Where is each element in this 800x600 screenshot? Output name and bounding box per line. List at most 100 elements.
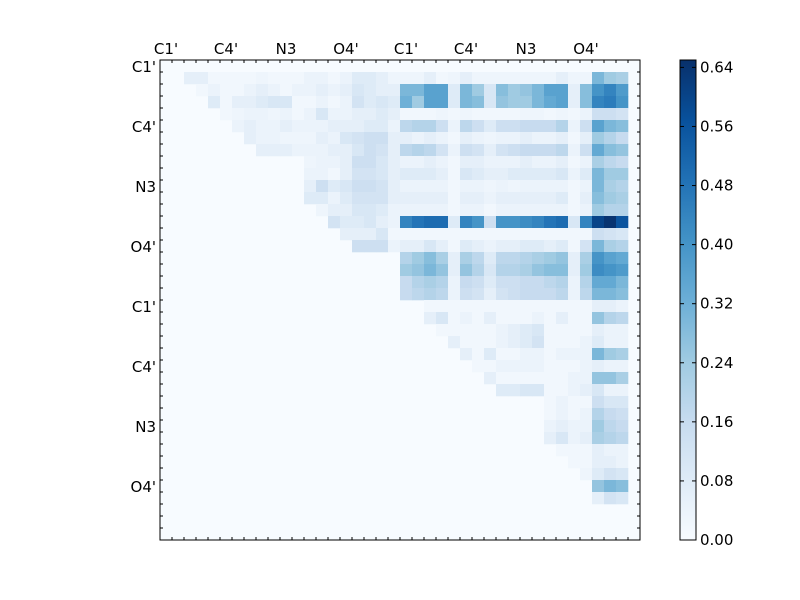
heatmap-cell xyxy=(580,300,593,313)
heatmap-cell xyxy=(544,288,557,301)
heatmap-cell xyxy=(460,120,473,133)
heatmap-cell xyxy=(412,72,425,85)
heatmap-cell xyxy=(412,156,425,169)
x-tick-label: N3 xyxy=(276,40,297,58)
heatmap-cell xyxy=(352,144,365,157)
heatmap-cell xyxy=(436,72,449,85)
heatmap-cell xyxy=(472,216,485,229)
heatmap-cell xyxy=(616,444,629,457)
heatmap-cell xyxy=(352,180,365,193)
heatmap-cell xyxy=(616,144,629,157)
heatmap-cell xyxy=(448,252,461,265)
heatmap-cell xyxy=(364,204,377,217)
heatmap-cell xyxy=(592,456,605,469)
heatmap-cell xyxy=(340,204,353,217)
heatmap-cell xyxy=(472,264,485,277)
heatmap-cell xyxy=(436,96,449,109)
heatmap-cell xyxy=(604,264,617,277)
heatmap-cell xyxy=(532,156,545,169)
heatmap-cell xyxy=(520,204,533,217)
heatmap-cell xyxy=(424,144,437,157)
heatmap-cell xyxy=(592,228,605,241)
heatmap-cell xyxy=(316,96,329,109)
heatmap-cell xyxy=(472,288,485,301)
heatmap-cell xyxy=(616,408,629,421)
heatmap-cell xyxy=(304,72,317,85)
heatmap-cell xyxy=(580,156,593,169)
heatmap-cell xyxy=(364,72,377,85)
heatmap-cell xyxy=(544,276,557,289)
heatmap-cell xyxy=(340,84,353,97)
heatmap-cell xyxy=(580,228,593,241)
heatmap-cell xyxy=(544,336,557,349)
heatmap-cell xyxy=(268,120,281,133)
heatmap-cell xyxy=(244,108,257,121)
heatmap-cell xyxy=(352,132,365,145)
heatmap-cell xyxy=(496,300,509,313)
heatmap-cell xyxy=(592,264,605,277)
heatmap-cell xyxy=(352,156,365,169)
heatmap-cell xyxy=(448,288,461,301)
heatmap-cell xyxy=(544,216,557,229)
heatmap-cell xyxy=(484,264,497,277)
heatmap-cell xyxy=(496,228,509,241)
heatmap-cell xyxy=(604,360,617,373)
heatmap-cell xyxy=(244,72,257,85)
y-tick-label: O4' xyxy=(131,478,156,496)
heatmap-cell xyxy=(592,480,605,493)
colorbar-tick-label: 0.32 xyxy=(700,295,733,313)
heatmap-cell xyxy=(604,396,617,409)
heatmap-cell xyxy=(508,228,521,241)
heatmap-cell xyxy=(616,396,629,409)
heatmap-cell xyxy=(568,288,581,301)
heatmap-cell xyxy=(568,384,581,397)
heatmap-cell xyxy=(568,360,581,373)
heatmap-cell xyxy=(436,204,449,217)
heatmap-cell xyxy=(520,240,533,253)
heatmap-cell xyxy=(232,108,245,121)
heatmap-cell xyxy=(568,396,581,409)
heatmap-cell xyxy=(556,204,569,217)
heatmap-cell xyxy=(424,180,437,193)
heatmap-cell xyxy=(376,144,389,157)
heatmap-cell xyxy=(556,228,569,241)
heatmap-cell xyxy=(436,276,449,289)
heatmap-cell xyxy=(616,468,629,481)
heatmap-cell xyxy=(616,240,629,253)
heatmap-cell xyxy=(376,132,389,145)
heatmap-cell xyxy=(544,120,557,133)
heatmap-cell xyxy=(304,84,317,97)
heatmap-cell xyxy=(232,120,245,133)
heatmap-cell xyxy=(340,156,353,169)
heatmap-cell xyxy=(592,84,605,97)
heatmap-cell xyxy=(604,204,617,217)
heatmap-cell xyxy=(556,192,569,205)
heatmap-cell xyxy=(256,108,269,121)
heatmap-cell xyxy=(400,156,413,169)
heatmap-cell xyxy=(616,192,629,205)
heatmap-cell xyxy=(316,144,329,157)
heatmap-cell xyxy=(448,240,461,253)
heatmap-cell xyxy=(604,180,617,193)
heatmap-cell xyxy=(580,336,593,349)
heatmap-cell xyxy=(496,264,509,277)
heatmap-cell xyxy=(316,204,329,217)
heatmap-cell xyxy=(580,444,593,457)
heatmap-cell xyxy=(508,288,521,301)
x-tick-label: C1' xyxy=(154,40,178,58)
heatmap-cell xyxy=(616,180,629,193)
heatmap-cell xyxy=(580,144,593,157)
heatmap-cell xyxy=(580,252,593,265)
heatmap-cell xyxy=(436,324,449,337)
colorbar-tick-label: 0.16 xyxy=(700,413,733,431)
heatmap-cell xyxy=(580,420,593,433)
heatmap-cell xyxy=(592,348,605,361)
heatmap-cell xyxy=(472,252,485,265)
heatmap-cell xyxy=(448,96,461,109)
heatmap-cell xyxy=(592,360,605,373)
heatmap-cell xyxy=(268,96,281,109)
heatmap-cell xyxy=(424,168,437,181)
heatmap-cell xyxy=(580,468,593,481)
heatmap-cell xyxy=(568,228,581,241)
heatmap-cell xyxy=(532,264,545,277)
